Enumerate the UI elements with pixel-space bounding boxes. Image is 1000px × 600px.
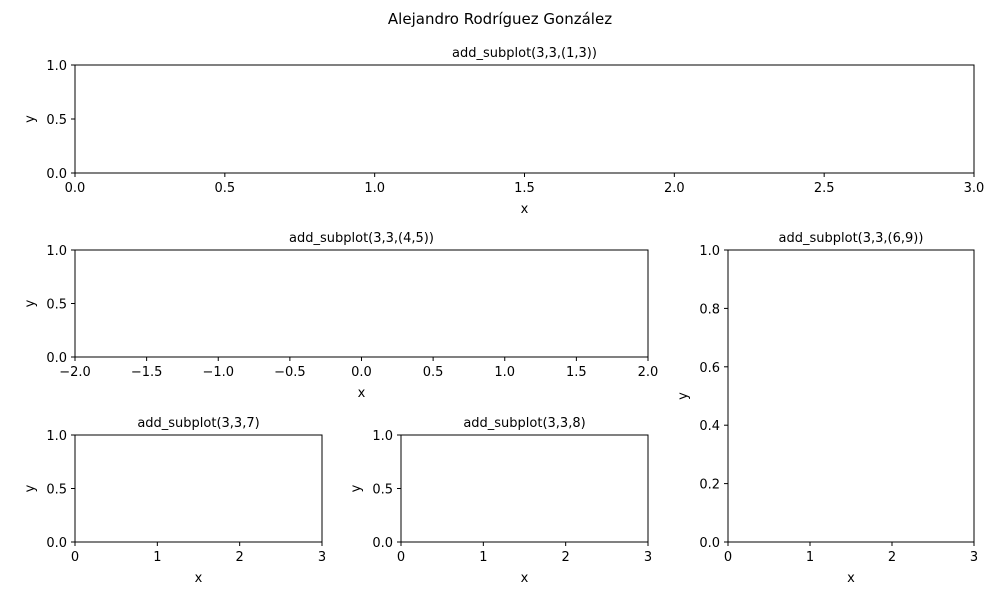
axes-frame xyxy=(74,434,323,543)
x-axis-label: x xyxy=(358,386,366,401)
x-tick-label: 0 xyxy=(71,550,79,565)
y-tick-label: 0.4 xyxy=(699,419,720,434)
x-tick-label: 2.5 xyxy=(814,181,835,196)
y-tick-label: 1.0 xyxy=(46,429,67,444)
y-tick-label: 0.5 xyxy=(46,298,67,313)
x-tick-label: 3 xyxy=(318,550,326,565)
x-axis-label: x xyxy=(521,571,529,586)
x-tick-label: 2.0 xyxy=(664,181,685,196)
axes-title: add_subplot(3,3,(6,9)) xyxy=(779,231,924,246)
axes-title: add_subplot(3,3,(1,3)) xyxy=(452,46,597,61)
x-tick-label: 2 xyxy=(562,550,570,565)
x-tick-label: 2.0 xyxy=(638,365,659,380)
y-axis-label: y xyxy=(349,484,364,492)
axes-title: add_subplot(3,3,(4,5)) xyxy=(289,231,434,246)
x-tick-label: 0 xyxy=(397,550,405,565)
y-tick-label: 0.5 xyxy=(372,483,393,498)
x-tick-label: 1 xyxy=(153,550,161,565)
y-tick-label: 0.2 xyxy=(699,478,720,493)
x-tick-label: 1.5 xyxy=(514,181,535,196)
x-tick-label: 0 xyxy=(724,550,732,565)
x-tick-label: 1.5 xyxy=(566,365,587,380)
x-tick-label: 1.0 xyxy=(494,365,515,380)
x-tick-label: 2 xyxy=(888,550,896,565)
x-tick-label: 1.0 xyxy=(364,181,385,196)
axes-4: add_subplot(3,3,7) 0 1 2 3 0.0 0.5 1.0 x y xyxy=(23,416,326,586)
y-axis-label: y xyxy=(676,392,691,400)
axes-title: add_subplot(3,3,8) xyxy=(463,416,585,431)
axes-1: add_subplot(3,3,(1,3)) 0.0 0.5 1.0 1.5 2.0 2.5… xyxy=(23,46,984,217)
axes-layer: add_subplot(3,3,(1,3)) 0.0 0.5 1.0 1.5 2.0 2.5… xyxy=(23,46,984,586)
figure-suptitle: Alejandro Rodríguez González xyxy=(388,10,612,28)
x-tick-label: 3.0 xyxy=(964,181,985,196)
axes-frame xyxy=(74,64,975,174)
x-axis-label: x xyxy=(521,202,529,217)
y-tick-label: 0.0 xyxy=(46,167,67,182)
axes-2: add_subplot(3,3,(4,5)) −2.0 −1.5 −1.0 −0.5 0.… xyxy=(23,231,658,401)
y-tick-label: 1.0 xyxy=(699,244,720,259)
x-tick-label: −1.5 xyxy=(131,365,163,380)
y-tick-label: 0.6 xyxy=(699,361,720,376)
y-tick-label: 0.0 xyxy=(699,536,720,551)
y-tick-label: 0.0 xyxy=(372,536,393,551)
y-tick-label: 0.5 xyxy=(46,483,67,498)
axes-5: add_subplot(3,3,8) 0 1 2 3 0.0 0.5 1.0 x y xyxy=(349,416,652,586)
axes-frame xyxy=(400,434,649,543)
y-tick-label: 0.8 xyxy=(699,302,720,317)
x-tick-label: 1 xyxy=(479,550,487,565)
y-axis-label: y xyxy=(23,299,38,307)
y-tick-label: 0.5 xyxy=(46,113,67,128)
x-tick-label: −2.0 xyxy=(59,365,91,380)
x-tick-label: 3 xyxy=(970,550,978,565)
x-axis-label: x xyxy=(847,571,855,586)
y-tick-label: 0.0 xyxy=(46,351,67,366)
x-tick-label: 0.5 xyxy=(214,181,235,196)
x-tick-label: 2 xyxy=(236,550,244,565)
axes-title: add_subplot(3,3,7) xyxy=(137,416,259,431)
y-tick-label: 1.0 xyxy=(372,429,393,444)
x-tick-label: 0.0 xyxy=(351,365,372,380)
y-axis-label: y xyxy=(23,484,38,492)
x-tick-label: 3 xyxy=(644,550,652,565)
x-tick-label: −0.5 xyxy=(274,365,306,380)
axes-frame xyxy=(727,249,975,543)
axes-frame xyxy=(74,249,649,358)
y-tick-label: 1.0 xyxy=(46,244,67,259)
axes-3: add_subplot(3,3,(6,9)) 0 1 2 3 0.0 0.2 0.4 0.6 0.… xyxy=(676,231,978,586)
y-axis-label: y xyxy=(23,115,38,123)
x-tick-label: −1.0 xyxy=(202,365,234,380)
x-tick-label: 1 xyxy=(806,550,814,565)
x-tick-label: 0.5 xyxy=(423,365,444,380)
y-tick-label: 0.0 xyxy=(46,536,67,551)
x-tick-label: 0.0 xyxy=(65,181,86,196)
y-tick-label: 1.0 xyxy=(46,59,67,74)
x-axis-label: x xyxy=(195,571,203,586)
